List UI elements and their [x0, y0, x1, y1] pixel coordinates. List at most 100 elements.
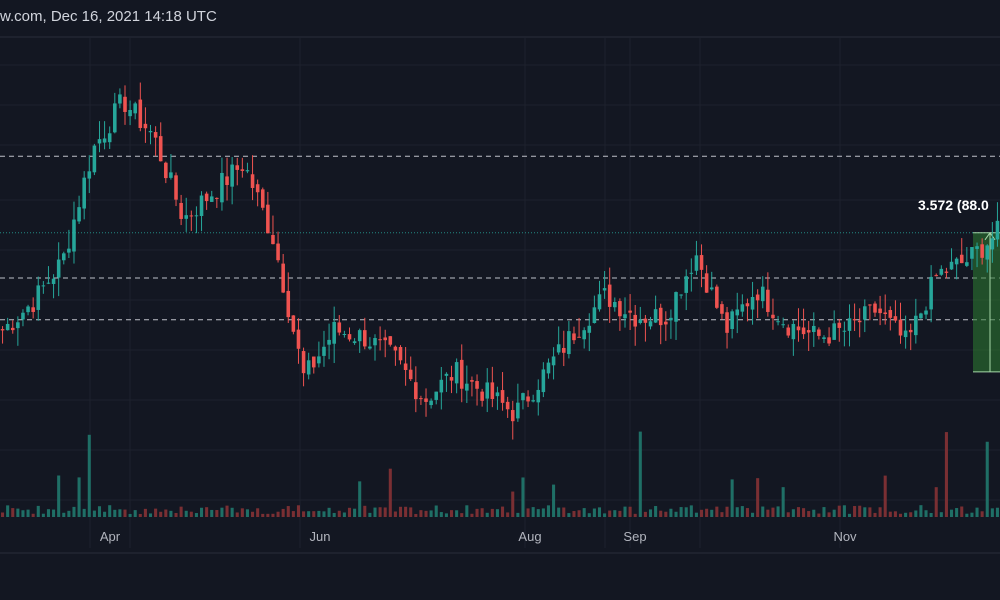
candle-body	[322, 346, 326, 356]
volume-bar	[822, 507, 826, 517]
volume-bar	[934, 487, 938, 517]
volume-bar	[552, 484, 556, 517]
candle-body	[628, 310, 632, 313]
candle-body	[10, 327, 15, 331]
candle-body	[827, 337, 831, 344]
candle-body	[148, 130, 153, 133]
volume-bar	[546, 505, 550, 517]
volume-bar	[429, 510, 433, 517]
candle-body	[868, 304, 872, 306]
candle-body	[949, 261, 954, 270]
volume-bar	[251, 511, 255, 517]
candle-body	[153, 132, 158, 138]
volume-bar	[924, 510, 928, 517]
candle-body	[643, 318, 648, 323]
volume-bar	[965, 513, 969, 517]
candle-body	[878, 308, 882, 314]
volume-bar	[521, 477, 525, 517]
candle-body	[970, 247, 974, 259]
volume-bar	[11, 508, 15, 517]
volume-bar	[327, 507, 331, 517]
volume-bar	[567, 513, 571, 517]
volume-bar	[342, 512, 346, 517]
volume-bar	[985, 441, 989, 517]
volume-bar	[955, 508, 959, 517]
candle-body	[26, 306, 30, 313]
candle-body	[944, 271, 949, 273]
volume-bar	[235, 512, 239, 517]
volume-bar	[664, 511, 668, 517]
candle-body	[16, 322, 20, 329]
volume-bar	[592, 508, 596, 517]
candle-body	[128, 109, 132, 117]
candle-body	[633, 314, 637, 327]
candle-body	[434, 391, 439, 400]
volume-bar	[205, 507, 209, 517]
x-tick-label: Nov	[833, 529, 857, 544]
volume-bar	[189, 511, 193, 517]
candle-body	[873, 303, 877, 313]
volume-bar	[812, 509, 816, 517]
volume-bar	[363, 505, 367, 517]
candle-body	[215, 197, 219, 199]
candle-body	[220, 172, 224, 203]
volume-bar	[781, 487, 785, 517]
candle-body	[286, 290, 291, 318]
volume-bar	[506, 512, 510, 517]
candle-body	[281, 263, 285, 293]
volume-bar	[72, 506, 76, 517]
volume-bar	[909, 512, 913, 517]
volume-bar	[21, 510, 25, 517]
volume-bar	[337, 510, 341, 517]
candle-body	[939, 268, 944, 275]
candle-body	[143, 123, 148, 129]
volume-bar	[898, 513, 903, 517]
volume-bar	[174, 512, 178, 517]
volume-bar	[863, 507, 867, 517]
candle-body	[383, 337, 387, 341]
volume-bar	[694, 512, 698, 517]
candle-body	[189, 215, 194, 217]
x-axis: Apr Jun Aug Sep Nov	[100, 529, 857, 544]
volume-bar	[730, 479, 734, 517]
candle-body	[852, 319, 857, 321]
volume-bar	[597, 507, 602, 517]
volume-bar	[970, 512, 974, 517]
volume-bar	[296, 505, 300, 517]
candle-body	[118, 94, 122, 104]
volume-bar	[82, 508, 86, 517]
candle-body	[255, 184, 260, 193]
volume-bar	[368, 512, 372, 517]
volume-bar	[398, 506, 403, 517]
volume-bar	[419, 510, 423, 517]
volume-bar	[128, 513, 132, 517]
candle-body	[495, 392, 500, 397]
candle-body	[842, 330, 847, 332]
candle-body	[199, 195, 204, 216]
candle-body	[245, 170, 250, 172]
candle-body	[276, 243, 280, 261]
volume-bar	[623, 506, 627, 517]
candle-body	[164, 162, 168, 179]
volume-bar	[541, 508, 545, 517]
candle-body	[786, 327, 791, 336]
candle-body	[888, 310, 893, 318]
volume-bar	[184, 510, 188, 517]
candle-body	[760, 286, 765, 302]
volume-bar	[108, 505, 112, 517]
candle-body	[613, 301, 617, 308]
volume-bar	[715, 506, 719, 517]
candle-body	[658, 307, 663, 326]
level-lines	[0, 155, 1000, 321]
volume-bar	[633, 513, 637, 517]
volume-bar	[893, 511, 897, 517]
candle-body	[975, 246, 979, 249]
candle-body	[465, 383, 469, 391]
candle-body	[863, 306, 867, 320]
candle-body	[857, 320, 862, 323]
volume-bar	[960, 506, 964, 517]
volume-bar	[873, 512, 877, 517]
volume-bar	[531, 507, 535, 517]
volume-bar	[929, 512, 933, 517]
